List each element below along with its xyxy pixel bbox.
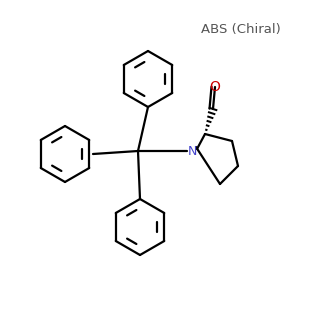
- Text: O: O: [210, 80, 220, 94]
- Text: N: N: [187, 145, 197, 158]
- Text: ABS (Chiral): ABS (Chiral): [201, 23, 281, 36]
